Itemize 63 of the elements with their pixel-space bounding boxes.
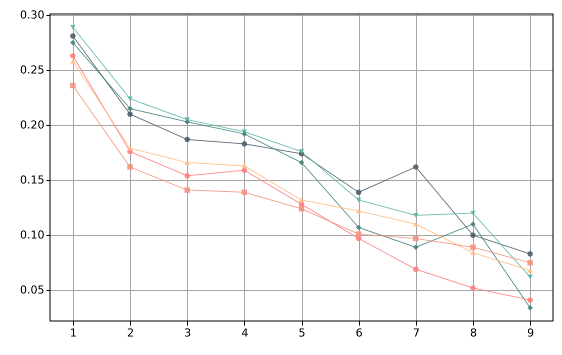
point: [356, 190, 362, 195]
x-tick-label: 3: [184, 326, 192, 340]
point: [70, 24, 76, 30]
point: [127, 96, 133, 102]
point: [470, 210, 476, 216]
point: [470, 244, 476, 250]
point: [298, 198, 304, 202]
point: [527, 251, 533, 257]
point: [242, 141, 248, 147]
point: [527, 268, 533, 273]
point: [527, 274, 533, 280]
point: [184, 160, 190, 165]
point: [356, 231, 362, 237]
point: [70, 53, 76, 59]
y-tick-label: 0.05: [20, 284, 44, 297]
x-tick-label: 9: [527, 326, 534, 340]
point: [242, 190, 248, 195]
x-tick-label: 8: [470, 326, 477, 340]
y-tick-label: 0.25: [20, 64, 44, 77]
point: [70, 82, 76, 88]
point: [413, 164, 419, 170]
x-tick-label: 4: [241, 326, 248, 340]
x-tick-label: 5: [298, 326, 306, 340]
point: [127, 111, 133, 117]
y-tick-label: 0.10: [20, 228, 44, 242]
point: [70, 33, 76, 39]
y-tick-label: 0.30: [20, 8, 44, 22]
point: [413, 244, 419, 250]
point: [184, 136, 190, 142]
point: [470, 232, 476, 238]
point: [298, 149, 304, 154]
point: [298, 206, 304, 212]
x-tick-label: 7: [412, 326, 420, 340]
point: [70, 40, 76, 46]
point: [184, 119, 190, 125]
point: [413, 266, 419, 272]
x-tick-label: 2: [127, 326, 134, 340]
point: [470, 221, 476, 227]
point: [127, 164, 133, 170]
point: [184, 187, 190, 193]
point: [242, 131, 248, 137]
point: [413, 222, 419, 227]
point: [242, 163, 248, 168]
point: [413, 212, 419, 218]
point: [298, 160, 304, 166]
point: [356, 208, 362, 214]
point: [527, 305, 533, 311]
point: [413, 236, 419, 242]
point: [70, 58, 76, 64]
x-tick-label: 1: [70, 326, 77, 340]
point: [184, 173, 190, 178]
y-tick-label: 0.20: [20, 118, 44, 132]
point: [356, 198, 362, 202]
point: [527, 297, 533, 303]
point: [242, 168, 248, 173]
point: [356, 224, 362, 230]
point: [127, 106, 133, 112]
point: [527, 260, 533, 266]
x-tick-label: 6: [356, 326, 363, 340]
point: [127, 146, 133, 151]
point: [470, 285, 476, 291]
point: [470, 250, 476, 256]
y-tick-label: 0.15: [20, 174, 44, 187]
